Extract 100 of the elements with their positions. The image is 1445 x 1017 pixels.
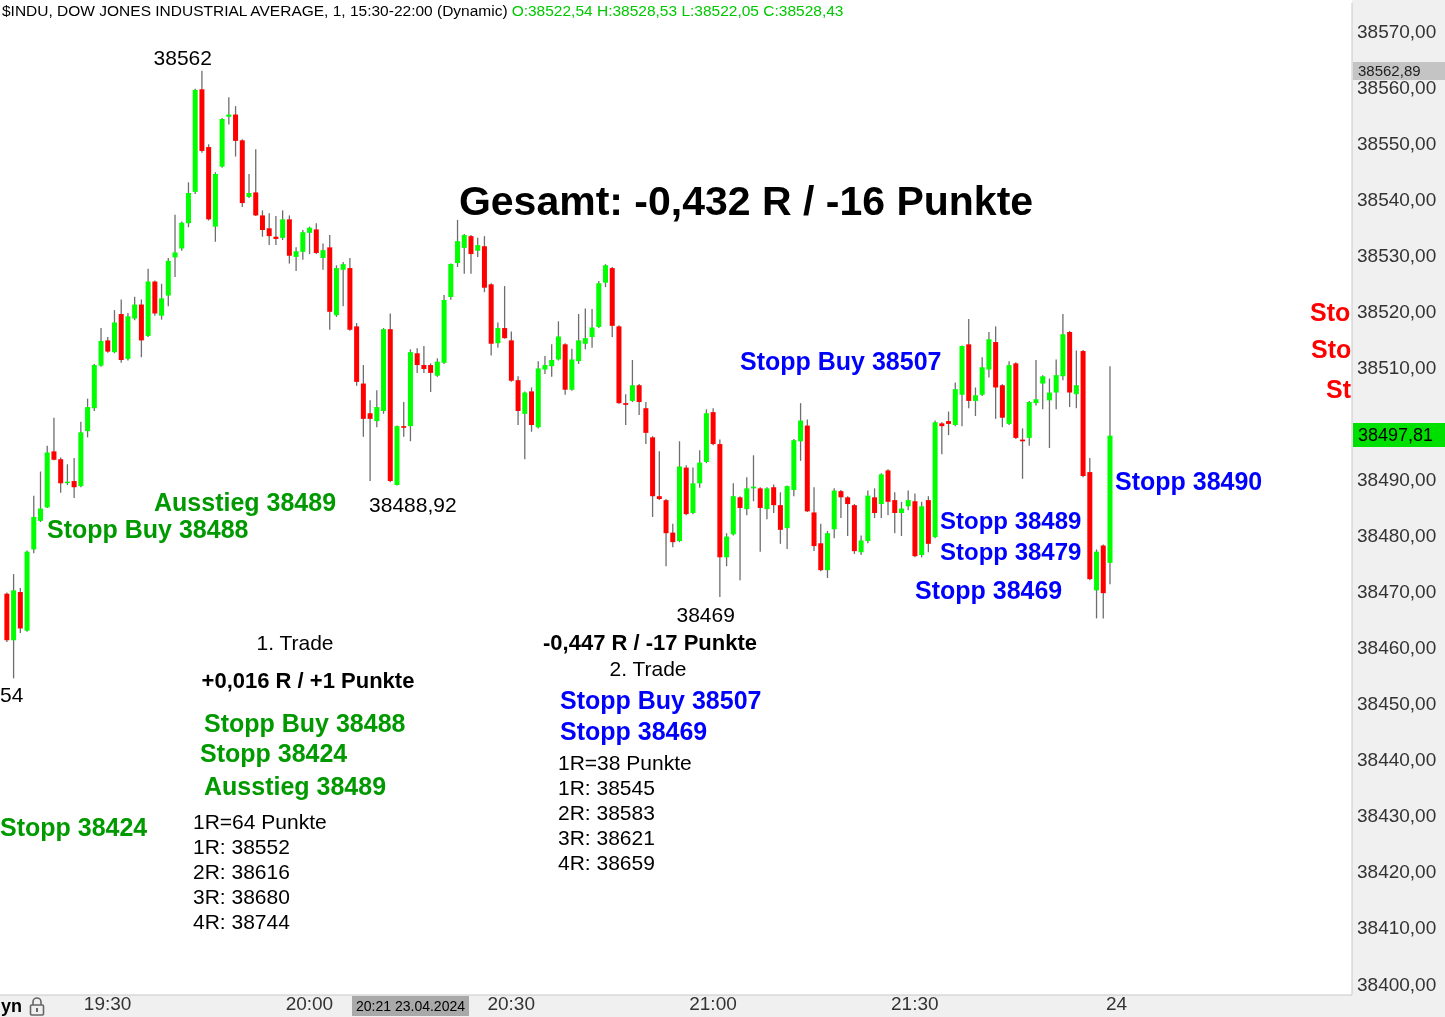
candlestick: [374, 389, 380, 428]
annotation: Gesamt: -0,432 R / -16 Punkte: [458, 177, 1034, 224]
candlestick: [421, 345, 427, 374]
candlestick: [798, 402, 804, 462]
annotation: Stopp Buy 38488: [204, 708, 406, 737]
annotation: Stopp 38479: [940, 538, 1082, 565]
candlestick: [838, 489, 844, 519]
y-tick-label: 38520,00: [1357, 300, 1437, 322]
annotation: 1R=64 Punkte: [193, 809, 327, 833]
y-tick-label: 38470,00: [1357, 581, 1437, 603]
candlestick: [845, 495, 851, 537]
annotation: St: [1326, 374, 1351, 403]
annotation: Ausstieg 38489: [154, 487, 337, 516]
y-tick-label: 38430,00: [1357, 805, 1437, 827]
candlestick: [764, 486, 770, 520]
annotation: Stopp 38424: [200, 738, 348, 767]
y-tick-label: 38550,00: [1357, 132, 1437, 154]
candlestick: [468, 234, 474, 275]
candlestick: [576, 313, 582, 365]
annotation: 4R: 38659: [558, 850, 655, 874]
annotation: Sto: [1310, 297, 1351, 326]
candlestick: [549, 343, 555, 378]
annotation: +0,016 R / +1 Punkte: [201, 668, 415, 693]
candlestick: [401, 401, 407, 438]
y-tick-label: 38570,00: [1357, 20, 1437, 42]
text: 38497,81: [1353, 423, 1445, 447]
annotation: 4R: 38744: [193, 909, 290, 933]
annotation: Sto: [1311, 334, 1352, 363]
candlestick: [367, 399, 373, 482]
candlestick: [71, 457, 77, 499]
candlestick: [159, 283, 165, 321]
y-tick-label: 38540,00: [1357, 188, 1437, 210]
candlestick: [253, 148, 259, 217]
candlestick: [172, 214, 178, 278]
y-tick-label: 38510,00: [1357, 357, 1437, 379]
text: 20:21 23.04.2024: [352, 996, 469, 1016]
annotation: 2R: 38616: [193, 859, 290, 883]
annotation: 1R: 38545: [558, 775, 655, 799]
candlestick: [475, 237, 481, 258]
y-tick-label: 38440,00: [1357, 749, 1437, 771]
annotation: Stopp 38490: [1115, 466, 1263, 495]
y-tick-label: 38490,00: [1357, 469, 1437, 491]
y-tick-label: 38450,00: [1357, 693, 1437, 715]
candlestick: [495, 321, 501, 349]
annotation: 38562: [153, 45, 212, 69]
candlestick: [905, 489, 911, 511]
annotation: Ausstieg 38489: [204, 771, 387, 800]
annotation: 54: [0, 682, 24, 706]
annotation: 1. Trade: [256, 630, 334, 654]
annotation: -0,447 R / -17 Punkte: [543, 630, 757, 655]
candlestick: [757, 486, 763, 553]
candlestick: [898, 501, 904, 537]
text: 38562,89: [1353, 62, 1445, 80]
y-tick-label: 38410,00: [1357, 917, 1437, 939]
candlestick: [1046, 377, 1052, 449]
y-tick-label: 38400,00: [1357, 973, 1437, 995]
annotation: Stopp 38469: [560, 716, 708, 745]
candlestick: [737, 495, 743, 581]
candlestick: [246, 173, 252, 199]
annotation: Stopp 38469: [915, 575, 1063, 604]
candlestick: [697, 449, 703, 489]
candlestick: [623, 393, 629, 426]
candlestick: [502, 285, 508, 340]
x-tick-label: 20:30: [487, 993, 535, 1015]
candlestick: [744, 476, 750, 516]
text: yn: [1, 996, 23, 1016]
annotation: 2. Trade: [609, 656, 687, 680]
candlestick: [414, 347, 420, 374]
annotation: 38488,92: [369, 492, 457, 516]
candlestick: [522, 390, 528, 460]
candlestick: [307, 225, 313, 255]
candlestick: [51, 417, 57, 461]
candlestick: [259, 209, 265, 238]
candlestick: [266, 212, 272, 246]
x-tick-label: 24: [1106, 993, 1128, 1015]
candlestick: [280, 209, 286, 241]
candlestick: [273, 215, 279, 246]
candlestick: [461, 233, 467, 275]
candlestick: [226, 96, 232, 126]
x-tick-label: 21:00: [689, 993, 737, 1015]
candlestick: [132, 296, 138, 321]
candlestick: [313, 222, 319, 255]
x-tick-label: 20:00: [285, 993, 334, 1015]
y-tick-label: 38530,00: [1357, 244, 1437, 266]
candlestick: [724, 532, 730, 567]
y-tick-label: 38420,00: [1357, 861, 1437, 883]
candlestick: [37, 470, 43, 523]
annotation: 38469: [676, 602, 735, 626]
candlestick: [455, 219, 461, 268]
candlestick: [320, 242, 326, 271]
annotation: 3R: 38680: [193, 884, 290, 908]
candlestick: [603, 263, 609, 288]
annotation: 1R=38 Punkte: [558, 750, 692, 774]
y-tick-label: 38460,00: [1357, 637, 1437, 659]
candlestick: [340, 261, 346, 307]
candlestick: [946, 410, 952, 436]
candlestick: [629, 359, 635, 403]
y-tick-label: 38480,00: [1357, 525, 1437, 547]
candlestick: [582, 307, 588, 351]
candlestick: [428, 362, 434, 393]
